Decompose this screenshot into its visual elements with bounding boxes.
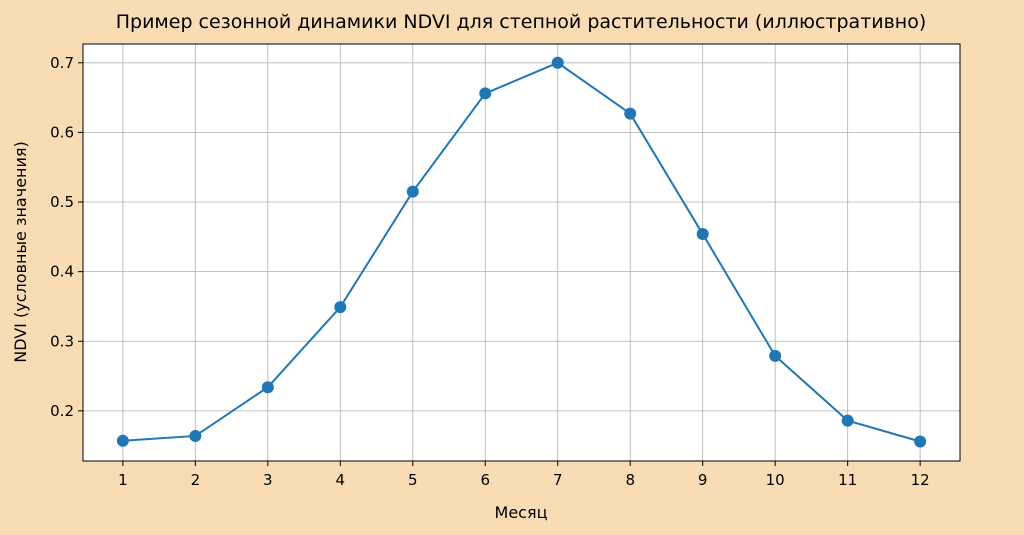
point: [189, 429, 202, 442]
y-tick-label: 0.7: [50, 54, 74, 72]
y-tick-label: 0.6: [50, 123, 74, 141]
point: [334, 301, 347, 314]
y-axis-label: NDVI (условные значения): [11, 141, 30, 363]
x-tick-label: 8: [625, 471, 635, 489]
y-tick-label: 0.4: [50, 263, 74, 281]
x-tick-label: 1: [118, 471, 128, 489]
point: [841, 414, 854, 427]
x-tick-label: 11: [838, 471, 857, 489]
x-tick-label: 3: [263, 471, 273, 489]
point: [696, 228, 709, 241]
x-tick-label: 6: [480, 471, 490, 489]
plot-layer: 0.20.30.40.50.60.71 2 3 4 5 6 7 8 9 10 11 12: [50, 44, 960, 489]
x-tick-label: 4: [336, 471, 346, 489]
y-tick-label: 0.3: [50, 332, 74, 350]
x-tick-label: 10: [766, 471, 785, 489]
point: [551, 56, 564, 69]
x-tick-label: 7: [553, 471, 563, 489]
point: [116, 434, 129, 447]
x-tick-label: 12: [911, 471, 930, 489]
plot-frame: [82, 43, 961, 462]
chart-title: Пример сезонной динамики NDVI для степно…: [116, 11, 927, 33]
x-tick-label: 5: [408, 471, 418, 489]
x-tick-label: 2: [191, 471, 201, 489]
point: [769, 349, 782, 362]
point: [914, 435, 927, 448]
plot-area: [83, 44, 960, 461]
y-tick-label: 0.2: [50, 402, 74, 420]
point: [624, 107, 637, 120]
x-tick-label: 9: [698, 471, 708, 489]
point: [406, 185, 419, 198]
x-axis-label: Месяц: [495, 503, 548, 522]
point: [479, 87, 492, 100]
line: [122, 61, 921, 443]
point: [261, 381, 274, 394]
y-tick-label: 0.5: [50, 193, 74, 211]
